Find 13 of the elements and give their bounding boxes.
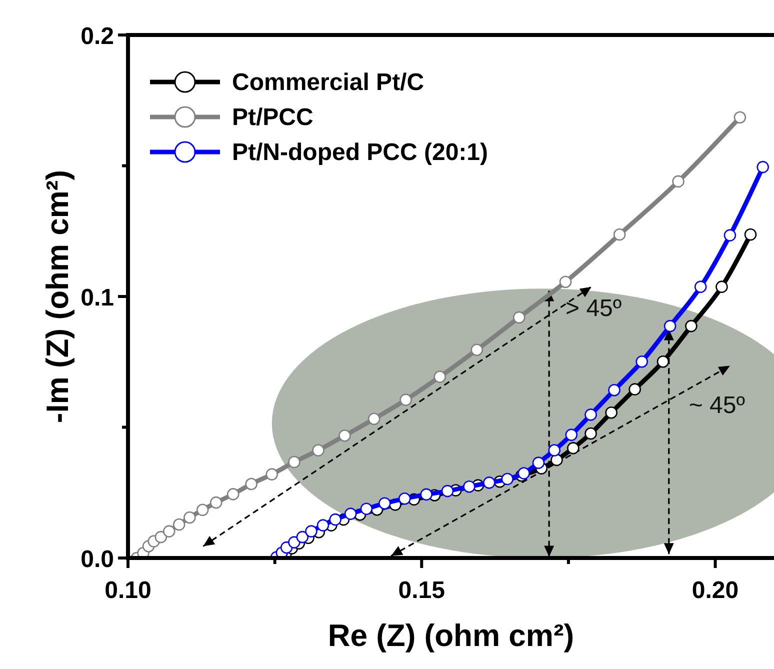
x-axis-title: Re (Z) (ohm cm²) [328, 618, 574, 653]
annotation: ~ 45º [688, 392, 746, 419]
y-tick-label: 0.0 [80, 546, 114, 573]
x-tick-label: 0.10 [104, 577, 152, 604]
legend-label: Commercial Pt/C [232, 69, 424, 96]
y-tick-label: 0.2 [80, 23, 114, 50]
x-tick-label: 0.15 [398, 577, 445, 604]
y-axis-title: -Im (Z) (ohm cm²) [40, 170, 75, 424]
x-tick-label: 0.20 [692, 577, 739, 604]
legend-label: Pt/PCC [232, 104, 314, 131]
y-tick-label: 0.1 [80, 284, 114, 312]
annotation: > 45º [566, 295, 622, 322]
legend-label: Pt/N-doped PCC (20:1) [232, 139, 488, 166]
